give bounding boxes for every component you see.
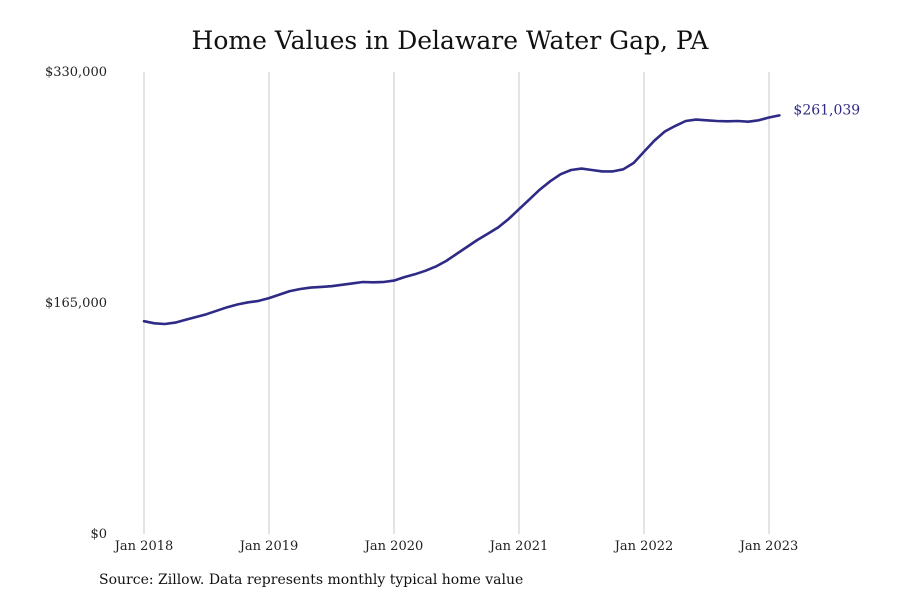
x-tick-label: Jan 2022 [613, 539, 674, 554]
y-tick-label: $165,000 [45, 296, 107, 311]
x-tick-label: Jan 2018 [113, 539, 174, 554]
x-tick-label: Jan 2019 [238, 539, 299, 554]
end-value-label: $261,039 [793, 102, 860, 118]
series-line [142, 114, 781, 326]
x-tick-label: Jan 2021 [488, 539, 549, 554]
series-layer: $261,039 [142, 102, 860, 326]
x-tick-label: Jan 2020 [363, 539, 424, 554]
chart-title: Home Values in Delaware Water Gap, PA [191, 26, 709, 55]
y-axis-ticks: $0 $165,000 $330,000 [45, 65, 107, 542]
x-tick-label: Jan 2023 [738, 539, 799, 554]
y-tick-label: $330,000 [45, 65, 107, 80]
gridlines [143, 72, 770, 534]
y-tick-label: $0 [90, 527, 107, 542]
source-note: Source: Zillow. Data represents monthly … [99, 572, 524, 588]
x-axis-ticks: Jan 2018 Jan 2019 Jan 2020 Jan 2021 Jan 2022… [113, 539, 799, 554]
